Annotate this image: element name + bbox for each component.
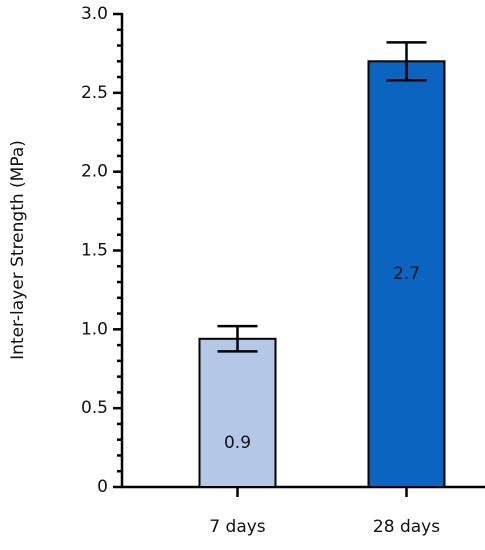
y-tick-label: 0 xyxy=(97,477,108,497)
y-tick-label: 1.5 xyxy=(81,241,108,261)
value-label: 0.9 xyxy=(224,433,251,453)
bar xyxy=(198,337,277,488)
error-bar xyxy=(217,324,258,353)
bar xyxy=(367,60,446,489)
x-tick-label: 7 days xyxy=(209,517,265,537)
x-tick-label: 28 days xyxy=(373,517,440,537)
value-label: 2.7 xyxy=(393,264,420,284)
y-tick-label: 2.5 xyxy=(81,83,108,103)
y-tick-label: 0.5 xyxy=(81,398,108,418)
y-tick-label: 2.0 xyxy=(81,162,108,182)
y-tick-label: 3.0 xyxy=(81,4,108,24)
error-bar xyxy=(386,41,427,82)
y-tick-label: 1.0 xyxy=(81,319,108,339)
y-axis-label: Inter-layer Strength (MPa) xyxy=(8,140,28,360)
